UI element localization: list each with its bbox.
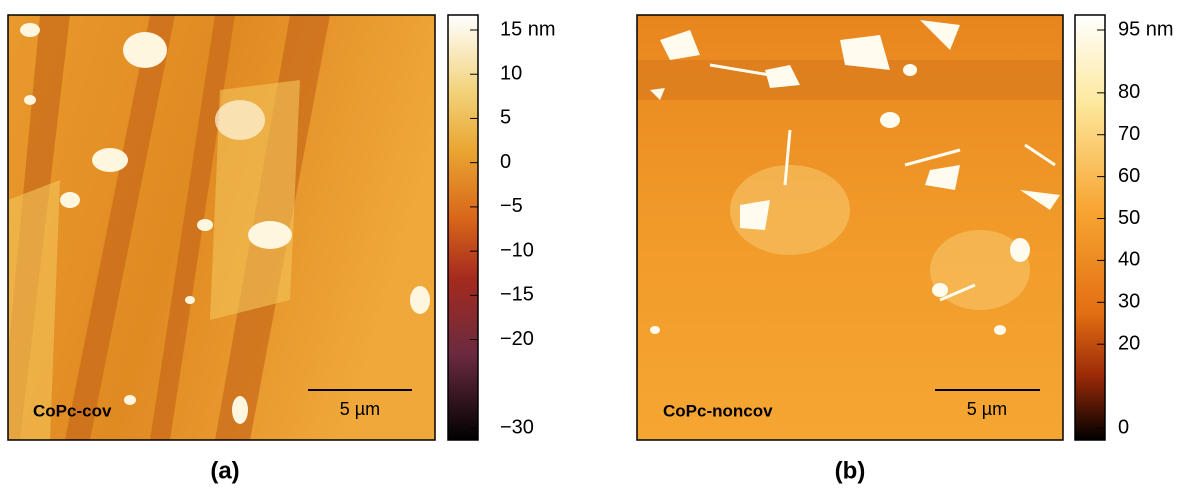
colorbar-tick-label: 15 nm (500, 18, 556, 40)
afm-image (637, 15, 1063, 440)
colorbar-tick-label: 20 (1118, 332, 1140, 354)
colorbar-tick-label: 80 (1118, 81, 1140, 103)
colorbar-tick-label: 70 (1118, 123, 1140, 145)
afm-image (0, 15, 435, 440)
colorbar-tick-label: 10 (500, 63, 522, 85)
colorbar-tick-label: 0 (500, 151, 511, 173)
sample-name: CoPc-noncov (663, 401, 773, 420)
colorbar-tick-label: −20 (500, 328, 534, 350)
scale-bar-label: 5 µm (967, 399, 1007, 419)
colorbar-tick-label: 50 (1118, 207, 1140, 229)
colorbar-tick-label: 40 (1118, 249, 1140, 271)
colorbar-tick-label: −30 (500, 416, 534, 438)
figure: CoPc-cov 5 µm (a) CoPc-noncov 5 µm (b) 1… (0, 0, 1203, 498)
colorbar-tick-label: 0 (1118, 416, 1129, 438)
colorbar-tick-label: −5 (500, 195, 523, 217)
colorbar-tick-label: 60 (1118, 165, 1140, 187)
colorbar-tick-label: 30 (1118, 291, 1140, 313)
colorbar (448, 15, 478, 440)
colorbar (1075, 15, 1105, 440)
colorbar-tick-label: 5 (500, 107, 511, 129)
colorbar-tick-label: 95 nm (1118, 18, 1174, 40)
sample-name: CoPc-cov (33, 401, 112, 420)
panel-label: (a) (210, 457, 239, 484)
scale-bar-label: 5 µm (340, 399, 380, 419)
colorbar-tick-label: −10 (500, 239, 534, 261)
colorbar-tick-label: −15 (500, 284, 534, 306)
panel-label: (b) (835, 457, 866, 484)
